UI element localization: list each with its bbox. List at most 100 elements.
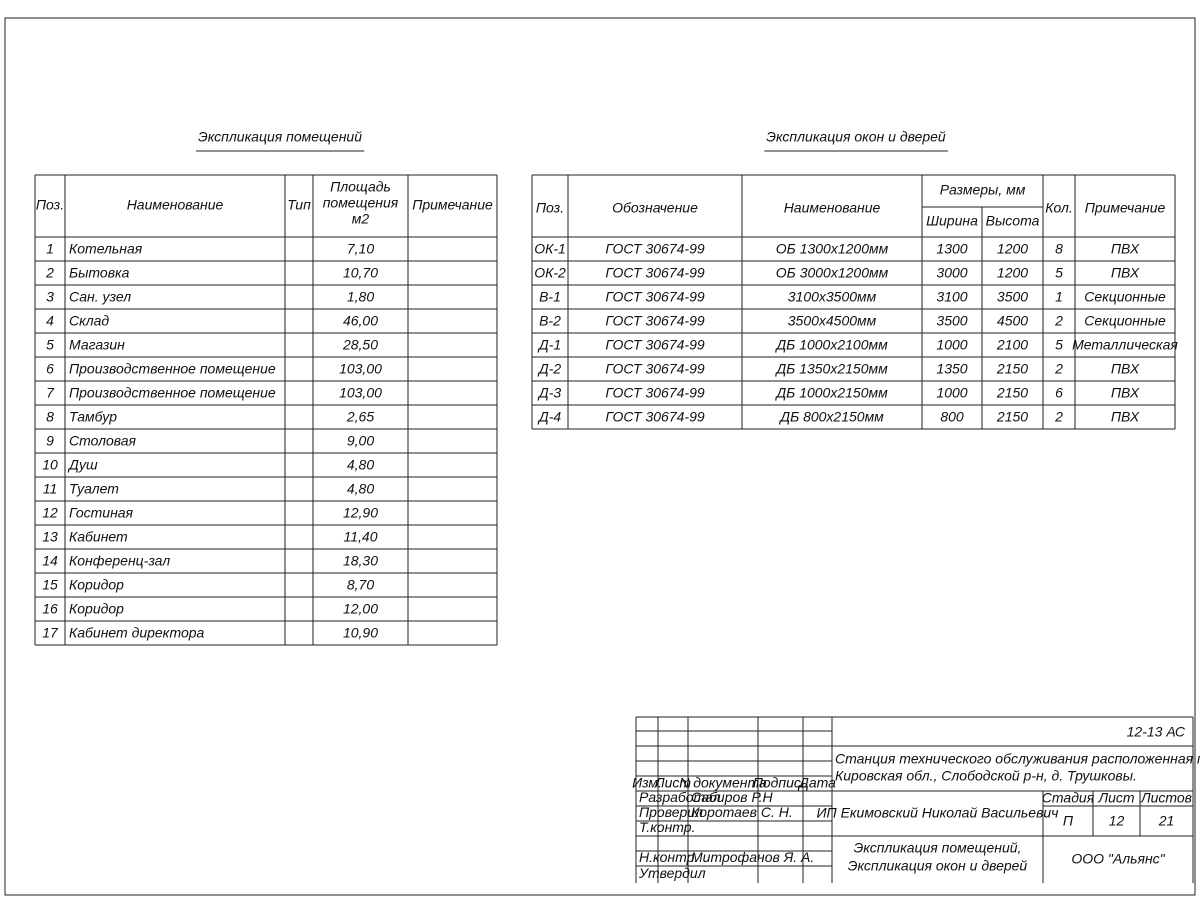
stamp-sheet-title: Экспликация помещений, [854, 840, 1022, 856]
cell: ОБ 1300х1200мм [776, 241, 889, 257]
cell: Туалет [69, 481, 119, 497]
stamp-column: Дата [797, 775, 836, 791]
cell: 15 [42, 577, 58, 593]
cell: ДБ 1000х2150мм [774, 385, 888, 401]
stamp-role: Проверил [639, 804, 703, 820]
cell: 3500 [936, 313, 967, 329]
cell: ГОСТ 30674-99 [605, 361, 705, 377]
stamp-project: Станция технического обслуживания распол… [835, 751, 1200, 767]
cell: 3100х3500мм [788, 289, 877, 305]
cell: ГОСТ 30674-99 [605, 337, 705, 353]
stamp-column: N документа [679, 775, 767, 791]
header: Размеры, мм [940, 182, 1026, 198]
cell: 8 [46, 409, 54, 425]
cell: ДБ 800х2150мм [778, 409, 884, 425]
cell: 11,40 [344, 529, 378, 545]
cell: 10,70 [343, 265, 378, 281]
cell: ГОСТ 30674-99 [605, 313, 705, 329]
cell: Душ [67, 457, 98, 473]
cell: Секционные [1084, 289, 1166, 305]
cell: 7 [46, 385, 55, 401]
cell: ПВХ [1111, 385, 1140, 401]
cell: 11 [43, 481, 58, 497]
header: Поз. [536, 200, 564, 216]
cell: 2150 [996, 409, 1028, 425]
stamp-role: Н.контр. [639, 849, 698, 865]
cell: 800 [940, 409, 964, 425]
table-title: Экспликация окон и дверей [766, 129, 946, 145]
header: Наименование [127, 197, 224, 213]
stamp-sheet-title: Экспликация окон и дверей [848, 858, 1028, 874]
cell: Кабинет [69, 529, 128, 545]
stamp-sheets: 21 [1158, 813, 1175, 829]
cell: 4,80 [347, 457, 374, 473]
stamp-name: Сабиров Р.Н [691, 789, 774, 805]
cell: Д-2 [537, 361, 562, 377]
cell: 28,50 [342, 337, 378, 353]
cell: Магазин [69, 337, 125, 353]
stamp-stage-header: Лист [1097, 790, 1134, 806]
cell: ГОСТ 30674-99 [605, 289, 705, 305]
cell: 6 [46, 361, 54, 377]
cell: 10 [42, 457, 58, 473]
cell: Д-4 [537, 409, 562, 425]
cell: 2 [1054, 361, 1063, 377]
cell: ПВХ [1111, 361, 1140, 377]
cell: В-1 [539, 289, 561, 305]
stamp-sheet: 12 [1109, 813, 1125, 829]
stamp-role: Т.контр. [639, 819, 695, 835]
cell: 7,10 [347, 241, 374, 257]
cell: 3000 [936, 265, 967, 281]
frame [4, 17, 1196, 896]
cell: 5 [46, 337, 54, 353]
cell: ПВХ [1111, 409, 1140, 425]
cell: 1200 [997, 265, 1028, 281]
cell: ПВХ [1111, 241, 1140, 257]
stamp-code: 12-13 АС [1127, 724, 1186, 740]
header: Обозначение [612, 200, 698, 216]
cell: Д-1 [537, 337, 561, 353]
header: Высота [986, 213, 1040, 229]
cell: 1,80 [347, 289, 374, 305]
cell: Коридор [69, 577, 124, 593]
cell: 4500 [997, 313, 1028, 329]
cell: 103,00 [339, 361, 382, 377]
cell: 1350 [936, 361, 967, 377]
cell: ОБ 3000х1200мм [776, 265, 889, 281]
cell: 3 [46, 289, 54, 305]
cell: 4 [46, 313, 54, 329]
cell: 1 [1055, 289, 1063, 305]
cell: 2150 [996, 385, 1028, 401]
cell: 12,00 [343, 601, 378, 617]
cell: 9 [46, 433, 54, 449]
cell: 2 [1054, 313, 1063, 329]
cell: Металлическая [1072, 337, 1178, 353]
stamp-company: ООО "Альянс" [1071, 851, 1165, 867]
stamp-organization: ИП Екимовский Николай Васильевич [817, 805, 1059, 821]
cell: ПВХ [1111, 265, 1140, 281]
stamp-column: Лист [654, 775, 691, 791]
cell: 2 [1054, 409, 1063, 425]
header: Примечание [1085, 200, 1166, 216]
cell: ГОСТ 30674-99 [605, 385, 705, 401]
cell: 5 [1055, 337, 1063, 353]
cell: 18,30 [343, 553, 378, 569]
cell: ДБ 1350х2150мм [774, 361, 888, 377]
cell: Тамбур [69, 409, 117, 425]
cell: 1 [46, 241, 54, 257]
header: м2 [352, 211, 370, 227]
cell: 14 [42, 553, 58, 569]
stamp-role: Разработал [639, 789, 721, 805]
cell: 3500 [997, 289, 1028, 305]
cell: В-2 [539, 313, 561, 329]
cell: Секционные [1084, 313, 1166, 329]
cell: 2 [45, 265, 54, 281]
cell: Сан. узел [69, 289, 131, 305]
cell: ОК-2 [534, 265, 566, 281]
cell: 2,65 [346, 409, 374, 425]
stamp-name: Митрофанов Я. А. [691, 849, 814, 865]
cell: 12,90 [343, 505, 378, 521]
cell: 1000 [936, 337, 967, 353]
cell: Склад [69, 313, 109, 329]
cell: 46,00 [343, 313, 378, 329]
